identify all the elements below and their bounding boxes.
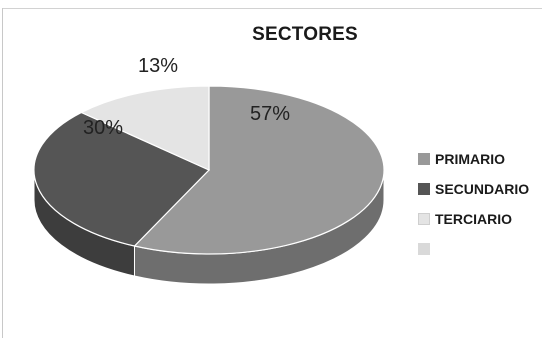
legend-swatch-primario [418,153,430,165]
legend-item-empty [418,234,529,264]
legend-swatch-terciario [418,213,430,225]
legend-item-secundario: SECUNDARIO [418,174,529,204]
legend-label-primario: PRIMARIO [435,151,505,167]
pie-slice-secundario [33,111,211,247]
legend-label-secundario: SECUNDARIO [435,181,530,197]
frame-border-left [2,8,3,338]
legend-item-terciario: TERCIARIO [418,204,529,234]
pie-tops [33,85,385,255]
pie-slice-terciario [80,85,210,171]
legend-label-terciario: TERCIARIO [435,211,512,227]
data-label-primario: 57% [250,103,290,125]
legend-swatch-secundario [418,183,430,195]
pie-slice-primario [133,85,385,255]
chart-title: SECTORES [252,24,358,45]
data-label-secundario: 30% [83,117,123,139]
chart-legend: PRIMARIO SECUNDARIO TERCIARIO [418,144,529,264]
frame-border-top [2,8,542,9]
data-label-terciario: 13% [138,55,178,77]
legend-swatch-empty [418,243,430,255]
legend-item-primario: PRIMARIO [418,144,529,174]
